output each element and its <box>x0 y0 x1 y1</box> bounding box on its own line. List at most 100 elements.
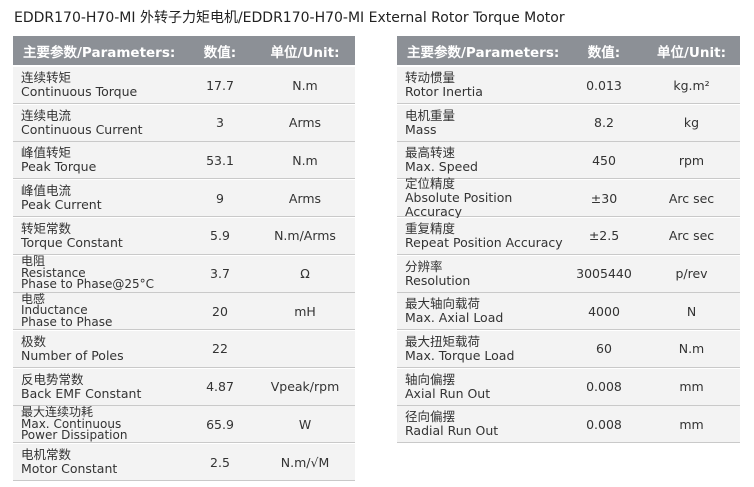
parameter-name: 最大扭矩载荷 Max. Torque Load <box>397 331 573 367</box>
value-cell: 4000 <box>588 303 620 319</box>
name-line: Max. Speed <box>405 159 478 175</box>
value-cell: 3.7 <box>210 266 230 281</box>
unit-cell: p/rev <box>675 266 708 281</box>
unit-cell: Arms <box>288 115 322 131</box>
parameter-name: 连续电流 Continuous Current <box>13 105 193 141</box>
value-cell: 22 <box>212 341 228 357</box>
parameter-name: 轴向偏摆 Axial Run Out <box>397 369 573 405</box>
unit-cell: mH <box>294 303 316 319</box>
parameter-name: 转动惯量 Rotor Inertia <box>397 67 573 103</box>
value-cell: 5.9 <box>210 228 230 244</box>
unit-cell: N.m <box>292 152 318 168</box>
value-cell: 3005440 <box>576 266 632 281</box>
header-cell: 单位/Unit: <box>270 44 340 61</box>
unit-cell: Ω <box>300 266 310 281</box>
header-cell: 主要参数/Parameters: <box>407 44 560 61</box>
name-line: Continuous Current <box>21 121 143 137</box>
value-cell: 9 <box>216 190 224 206</box>
unit-cell: kg.m² <box>673 77 710 93</box>
name-line: 最大扭矩载荷 <box>405 333 481 349</box>
name-line: 电机常数 <box>21 447 72 462</box>
header-cell: 数值: <box>587 44 621 61</box>
name-line: Inductance <box>21 303 88 318</box>
parameter-name: 最大轴向载荷 Max. Axial Load <box>397 293 573 329</box>
name-line: 轴向偏摆 <box>405 371 456 387</box>
unit-cell: N.m/Arms <box>274 228 336 244</box>
table-row: 径向偏摆 Radial Run Out 0.008 mm <box>397 406 740 444</box>
unit-cell: W <box>298 416 312 432</box>
header-cell: 主要参数/Parameters: <box>23 44 176 61</box>
value-cell: 53.1 <box>206 152 234 168</box>
table-row: 峰值电流 Peak Current 9 Arms <box>13 180 355 218</box>
unit-cell: kg <box>683 115 700 131</box>
parameter-name: 电机重量 Mass <box>397 105 573 141</box>
name-line: Resistance <box>21 265 86 280</box>
page-title: EDDR170-H70-MI 外转子力矩电机/EDDR170-H70-MI Ex… <box>14 10 565 26</box>
parameter-name: 转矩常数 Torque Constant <box>13 218 193 254</box>
unit-cell: N.m <box>678 341 705 357</box>
table-row: 连续电流 Continuous Current 3 Arms <box>13 104 355 142</box>
name-line: Repeat Position Accuracy <box>405 234 563 250</box>
table-row: 最高转速 Max. Speed 450 rpm <box>397 142 740 180</box>
value-cell: 3 <box>216 115 224 131</box>
table-row: 最大连续功耗 Max. Continuous Power Dissipation 65… <box>13 405 355 444</box>
name-line: 最大连续功耗 <box>21 405 94 420</box>
table-row: 峰值转矩 Peak Torque 53.1 N.m <box>13 142 355 180</box>
name-line: 峰值电流 <box>21 183 72 199</box>
name-line: Mass <box>405 121 437 137</box>
name-line: 最大轴向载荷 <box>405 296 481 312</box>
table-row: 轴向偏摆 Axial Run Out 0.008 mm <box>397 368 740 406</box>
name-line: 电机重量 <box>405 107 456 123</box>
unit-cell: Arms <box>288 190 322 206</box>
unit-cell: Vpeak/rpm <box>270 379 340 395</box>
name-line: Phase to Phase@25°C <box>21 277 154 292</box>
parameter-name: 重复精度 Repeat Position Accuracy <box>397 218 573 254</box>
table-row: 分辨率 Resolution 3005440 p/rev <box>397 255 740 293</box>
parameter-name: 最高转速 Max. Speed <box>397 142 573 178</box>
parameter-name: 峰值转矩 Peak Torque <box>13 142 193 178</box>
name-line: Power Dissipation <box>21 428 128 443</box>
parameter-name: 电感 Inductance Phase to Phase <box>13 293 193 329</box>
name-line: Absolute Position Accuracy <box>405 190 513 220</box>
table-row: 最大扭矩载荷 Max. Torque Load 60 N.m <box>397 330 740 368</box>
table-row: 重复精度 Repeat Position Accuracy ±2.5 Arc sec <box>397 217 740 255</box>
value-cell: 0.008 <box>586 379 622 395</box>
parameter-name: 连续转矩 Continuous Torque <box>13 67 193 103</box>
name-line: 电阻 <box>21 254 46 269</box>
name-line: 连续转矩 <box>21 70 72 85</box>
name-line: 分辨率 <box>405 258 443 274</box>
name-line: 连续电流 <box>21 107 72 123</box>
value-cell: 2.5 <box>210 454 230 470</box>
table-row: 电机重量 Mass 8.2 kg <box>397 104 740 142</box>
table-row: 反电势常数 Back EMF Constant 4.87 Vpeak/rpm <box>13 368 355 406</box>
header-cell: 数值: <box>203 44 237 61</box>
name-line: Peak Current <box>21 197 102 213</box>
table-row: 电机常数 Motor Constant 2.5 N.m/√M <box>13 444 355 481</box>
parameter-name: 电机常数 Motor Constant <box>13 444 193 480</box>
name-line: Radial Run Out <box>405 423 499 439</box>
name-line: 径向偏摆 <box>405 409 456 425</box>
name-line: Motor Constant <box>21 461 118 476</box>
value-cell: 65.9 <box>206 416 234 432</box>
name-line: Max. Continuous <box>21 416 122 431</box>
parameter-name: 峰值电流 Peak Current <box>13 180 193 216</box>
name-line: Continuous Torque <box>21 84 138 99</box>
name-line: 转矩常数 <box>21 220 72 236</box>
name-line: 定位精度 <box>405 176 456 192</box>
name-line: 最高转速 <box>405 145 456 161</box>
unit-cell: N.m <box>292 77 318 93</box>
unit-cell <box>255 331 355 367</box>
name-line: Axial Run Out <box>405 385 491 401</box>
parameter-name: 电阻 Resistance Phase to Phase@25°C <box>13 256 193 292</box>
unit-cell: rpm <box>678 152 705 168</box>
value-cell: 0.013 <box>586 77 622 93</box>
name-line: 极数 <box>21 333 47 349</box>
value-cell: ±30 <box>590 190 618 206</box>
header-cell: 单位/Unit: <box>657 44 726 61</box>
name-line: Number of Poles <box>21 347 124 363</box>
table-row: 电感 Inductance Phase to Phase 20 mH <box>13 293 355 331</box>
unit-cell: N <box>686 303 697 319</box>
value-cell: ±2.5 <box>588 228 620 244</box>
name-line: 电感 <box>21 291 46 306</box>
